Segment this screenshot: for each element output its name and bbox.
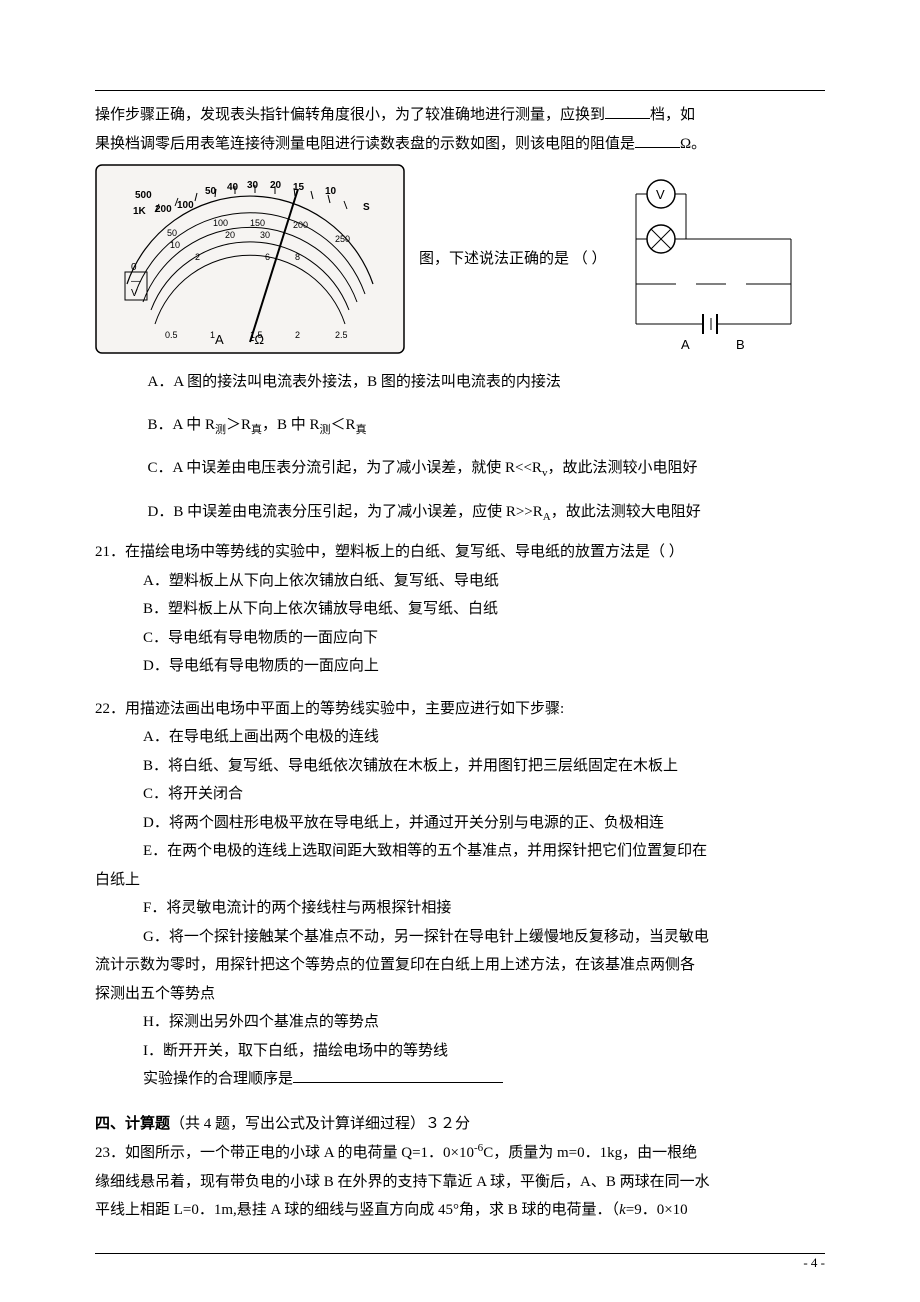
- blank-order-gap: [293, 1066, 333, 1084]
- q22-i: I．断开开关，取下白纸，描绘电场中的等势线: [95, 1037, 825, 1066]
- q22-d: D．将两个圆柱形电极平放在导电纸上，并通过开关分别与电源的正、负极相连: [95, 809, 825, 838]
- top-30: 30: [247, 180, 259, 191]
- q22-order: 实验操作的合理顺序是: [95, 1065, 825, 1094]
- opt-c-post: ，故此法测较小电阻好: [547, 460, 697, 476]
- q23-l3: 平线上相距 L=0．1m,悬挂 A 球的细线与竖直方向成 45°角，求 B 球的…: [95, 1196, 825, 1225]
- q23-l1a: 23．如图所示，一个带正电的小球 A 的电荷量 Q=1．0×10: [95, 1145, 474, 1161]
- meter-A-label: A: [215, 332, 224, 347]
- q22-h: H．探测出另外四个基准点的等势点: [95, 1008, 825, 1037]
- multimeter-dial: 500 1K 200 100 50 40 30 20 15 10 S 100 1…: [95, 164, 405, 354]
- row-20: 20: [225, 230, 235, 240]
- page-number: - 4 -: [803, 1251, 825, 1276]
- q22-g1: G．将一个探针接触某个基准点不动，另一探针在导电针上缓慢地反复移动，当灵敏电: [95, 923, 825, 952]
- q21-c: C．导电纸有导电物质的一面应向下: [95, 624, 825, 653]
- opt-d-pre: D．B 中误差由电流表分压引起，为了减小误差，应使 R>>R: [148, 504, 543, 520]
- scale-500: 500: [135, 190, 152, 201]
- q22-stem: 22．用描迹法画出电场中平面上的等势线实验中，主要应进行如下步骤:: [95, 695, 825, 724]
- q22-b: B．将白纸、复写纸、导电纸依次铺放在木板上，并用图钉把三层纸固定在木板上: [95, 752, 825, 781]
- q22-f: F．将灵敏电流计的两个接线柱与两根探针相接: [95, 894, 825, 923]
- opt-b-s4: 真: [356, 424, 367, 436]
- blank-ohm-value: [635, 130, 680, 148]
- q22-g3: 探测出五个等势点: [95, 980, 825, 1009]
- circuit-A-label: A: [681, 337, 690, 352]
- small-2: 2: [195, 252, 200, 262]
- opt-b-s1: 测: [215, 424, 226, 436]
- figure-row: 500 1K 200 100 50 40 30 20 15 10 S 100 1…: [95, 164, 825, 354]
- intro-line2-b: Ω。: [680, 136, 706, 152]
- opt-b-s3: 测: [320, 424, 331, 436]
- q23-l1: 23．如图所示，一个带正电的小球 A 的电荷量 Q=1．0×10-6C，质量为 …: [95, 1138, 825, 1168]
- intro-line1-b: 档，如: [650, 107, 695, 123]
- q22-g2: 流计示数为零时，用探针把这个等势点的位置复印在白纸上用上述方法，在该基准点两侧各: [95, 951, 825, 980]
- opt-b-s2: 真: [251, 424, 262, 436]
- section-4-heading: 四、计算题（共 4 题，写出公式及计算详细过程）３２分: [95, 1110, 825, 1139]
- q22-a: A．在导电纸上画出两个电极的连线: [95, 723, 825, 752]
- q23-l1exp: -6: [474, 1142, 483, 1154]
- q23-l3k: k: [619, 1202, 626, 1218]
- s-label: S: [363, 202, 370, 213]
- q22-order-text: 实验操作的合理顺序是: [143, 1071, 293, 1087]
- intro-line2: 果换档调零后用表笔连接待测量电阻进行读数表盘的示数如图，则该电阻的阻值是 Ω。: [95, 130, 825, 159]
- small-8: 8: [295, 252, 300, 262]
- section-4-title: 四、计算题: [95, 1116, 170, 1132]
- page: 操作步骤正确，发现表头指针偏转角度很小，为了较准确地进行测量，应换到 档，如 果换…: [0, 0, 920, 1302]
- row-30: 30: [260, 230, 270, 240]
- circuit-B-label: B: [736, 337, 745, 352]
- opt-b: B．A 中 R测＞R真，B 中 R测＜R真: [95, 411, 825, 441]
- opt-c: C．A 中误差由电压表分流引起，为了减小误差，就使 R<<Rv，故此法测较小电阻…: [95, 454, 825, 484]
- opt-d: D．B 中误差由电流表分压引起，为了减小误差，应使 R>>RA，故此法测较大电阻…: [95, 498, 825, 528]
- opt-c-pre: C．A 中误差由电压表分流引起，为了减小误差，就使 R<<R: [148, 460, 542, 476]
- scale-100: 100: [177, 200, 194, 211]
- zero-left: 0: [131, 262, 137, 273]
- opt-b-m3: ＜R: [331, 417, 356, 433]
- q23-l2: 缘细线悬吊着，现有带负电的小球 B 在外界的支持下靠近 A 球，平衡后，A、B …: [95, 1168, 825, 1197]
- mid-250: 250: [335, 234, 350, 244]
- q23-l1b: C，质量为 m=0．1kg，由一根绝: [483, 1145, 697, 1161]
- q21-a: A．塑料板上从下向上依次铺放白纸、复写纸、导电纸: [95, 567, 825, 596]
- top-40: 40: [227, 182, 239, 193]
- figure-side-text: 图，下述说法正确的是 （ ）: [419, 245, 607, 274]
- intro-line2-a: 果换档调零后用表笔连接待测量电阻进行读数表盘的示数如图，则该电阻的阻值是: [95, 136, 635, 152]
- mid-200: 200: [293, 220, 308, 230]
- opt-b-pre: B．A 中 R: [148, 417, 216, 433]
- scale-200: 200: [155, 204, 172, 215]
- mid-150: 150: [250, 218, 265, 228]
- opt-a: A．A 图的接法叫电流表外接法，B 图的接法叫电流表的内接法: [95, 368, 825, 397]
- section-4-note: （共 4 题，写出公式及计算详细过程）３２分: [170, 1116, 470, 1132]
- v-symbol: V: [131, 288, 138, 299]
- opt-b-m2: ，B 中 R: [262, 417, 320, 433]
- q21-stem: 21．在描绘电场中等势线的实验中，塑料板上的白纸、复写纸、导电纸的放置方法是（ …: [95, 538, 825, 567]
- voltmeter-label: V: [656, 187, 665, 202]
- circuit-diagram: V: [621, 164, 801, 354]
- q23-l3b: =9．0×10: [626, 1202, 688, 1218]
- b-2: 2: [295, 330, 300, 340]
- bottom-rule: [95, 1253, 825, 1254]
- top-10: 10: [325, 186, 337, 197]
- scale-1k: 1K: [133, 206, 147, 217]
- top-20: 20: [270, 180, 282, 191]
- mid-100: 100: [213, 218, 228, 228]
- opt-d-post: ，故此法测较大电阻好: [551, 504, 701, 520]
- intro-line1: 操作步骤正确，发现表头指针偏转角度很小，为了较准确地进行测量，应换到 档，如: [95, 101, 825, 130]
- row-50: 50: [167, 228, 177, 238]
- opt-b-m1: ＞R: [226, 417, 251, 433]
- opt-d-s: A: [543, 511, 551, 523]
- blank-order: [333, 1066, 503, 1084]
- b-25: 2.5: [335, 330, 348, 340]
- blank-range: [605, 102, 650, 120]
- intro-line1-a: 操作步骤正确，发现表头指针偏转角度很小，为了较准确地进行测量，应换到: [95, 107, 605, 123]
- small-10: 10: [170, 240, 180, 250]
- q23-l3a: 平线上相距 L=0．1m,悬挂 A 球的细线与竖直方向成 45°角，求 B 球的…: [95, 1202, 619, 1218]
- q21-d: D．导电纸有导电物质的一面应向上: [95, 652, 825, 681]
- q22-c: C．将开关闭合: [95, 780, 825, 809]
- top-rule: [95, 90, 825, 91]
- q22-e2: 白纸上: [95, 866, 825, 895]
- dc-symbol: —: [131, 276, 141, 287]
- q22-e1: E．在两个电极的连线上选取间距大致相等的五个基准点，并用探针把它们位置复印在: [95, 837, 825, 866]
- q21-b: B．塑料板上从下向上依次铺放导电纸、复写纸、白纸: [95, 595, 825, 624]
- b-05: 0.5: [165, 330, 178, 340]
